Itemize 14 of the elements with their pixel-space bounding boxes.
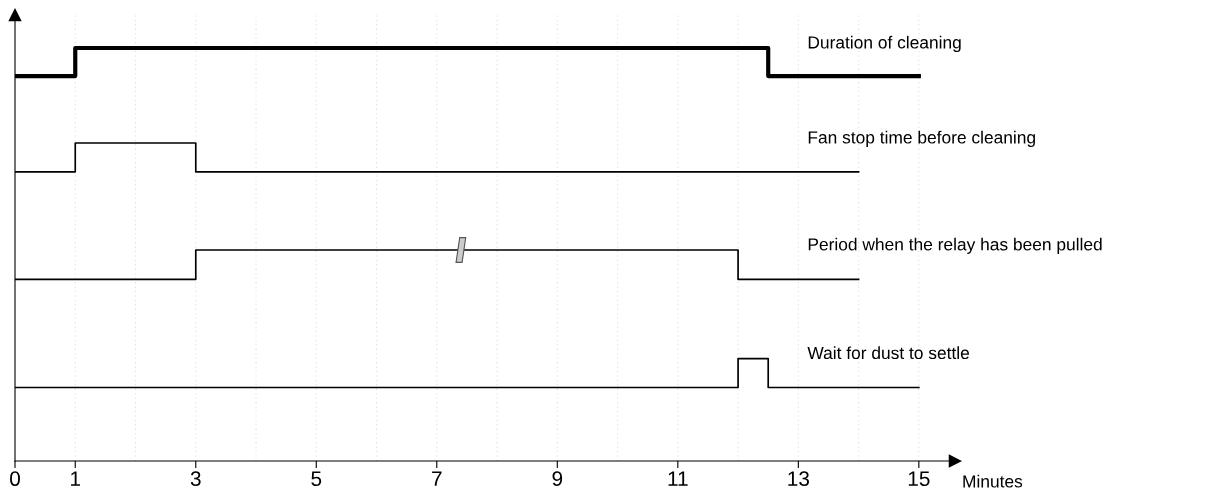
series-label: Duration of cleaning [808, 35, 961, 52]
x-axis-title: Minutes [963, 474, 1023, 488]
x-tick-label: 1 [71, 471, 81, 486]
x-tick-label: 9 [552, 471, 563, 487]
x-tick-label: 11 [668, 471, 688, 486]
series-label: Period when the relay has been pulled [808, 237, 1102, 254]
x-tick-label: 7 [432, 471, 442, 486]
x-tick-label: 5 [311, 471, 322, 487]
series-label: Wait for dust to settle [807, 346, 970, 360]
x-tick-label: 3 [190, 471, 201, 487]
x-tick-label: 15 [908, 471, 930, 487]
x-tick-label: 13 [788, 471, 810, 487]
x-tick-label: 0 [10, 471, 20, 487]
series-label: Fan stop time before cleaning [808, 130, 1035, 147]
